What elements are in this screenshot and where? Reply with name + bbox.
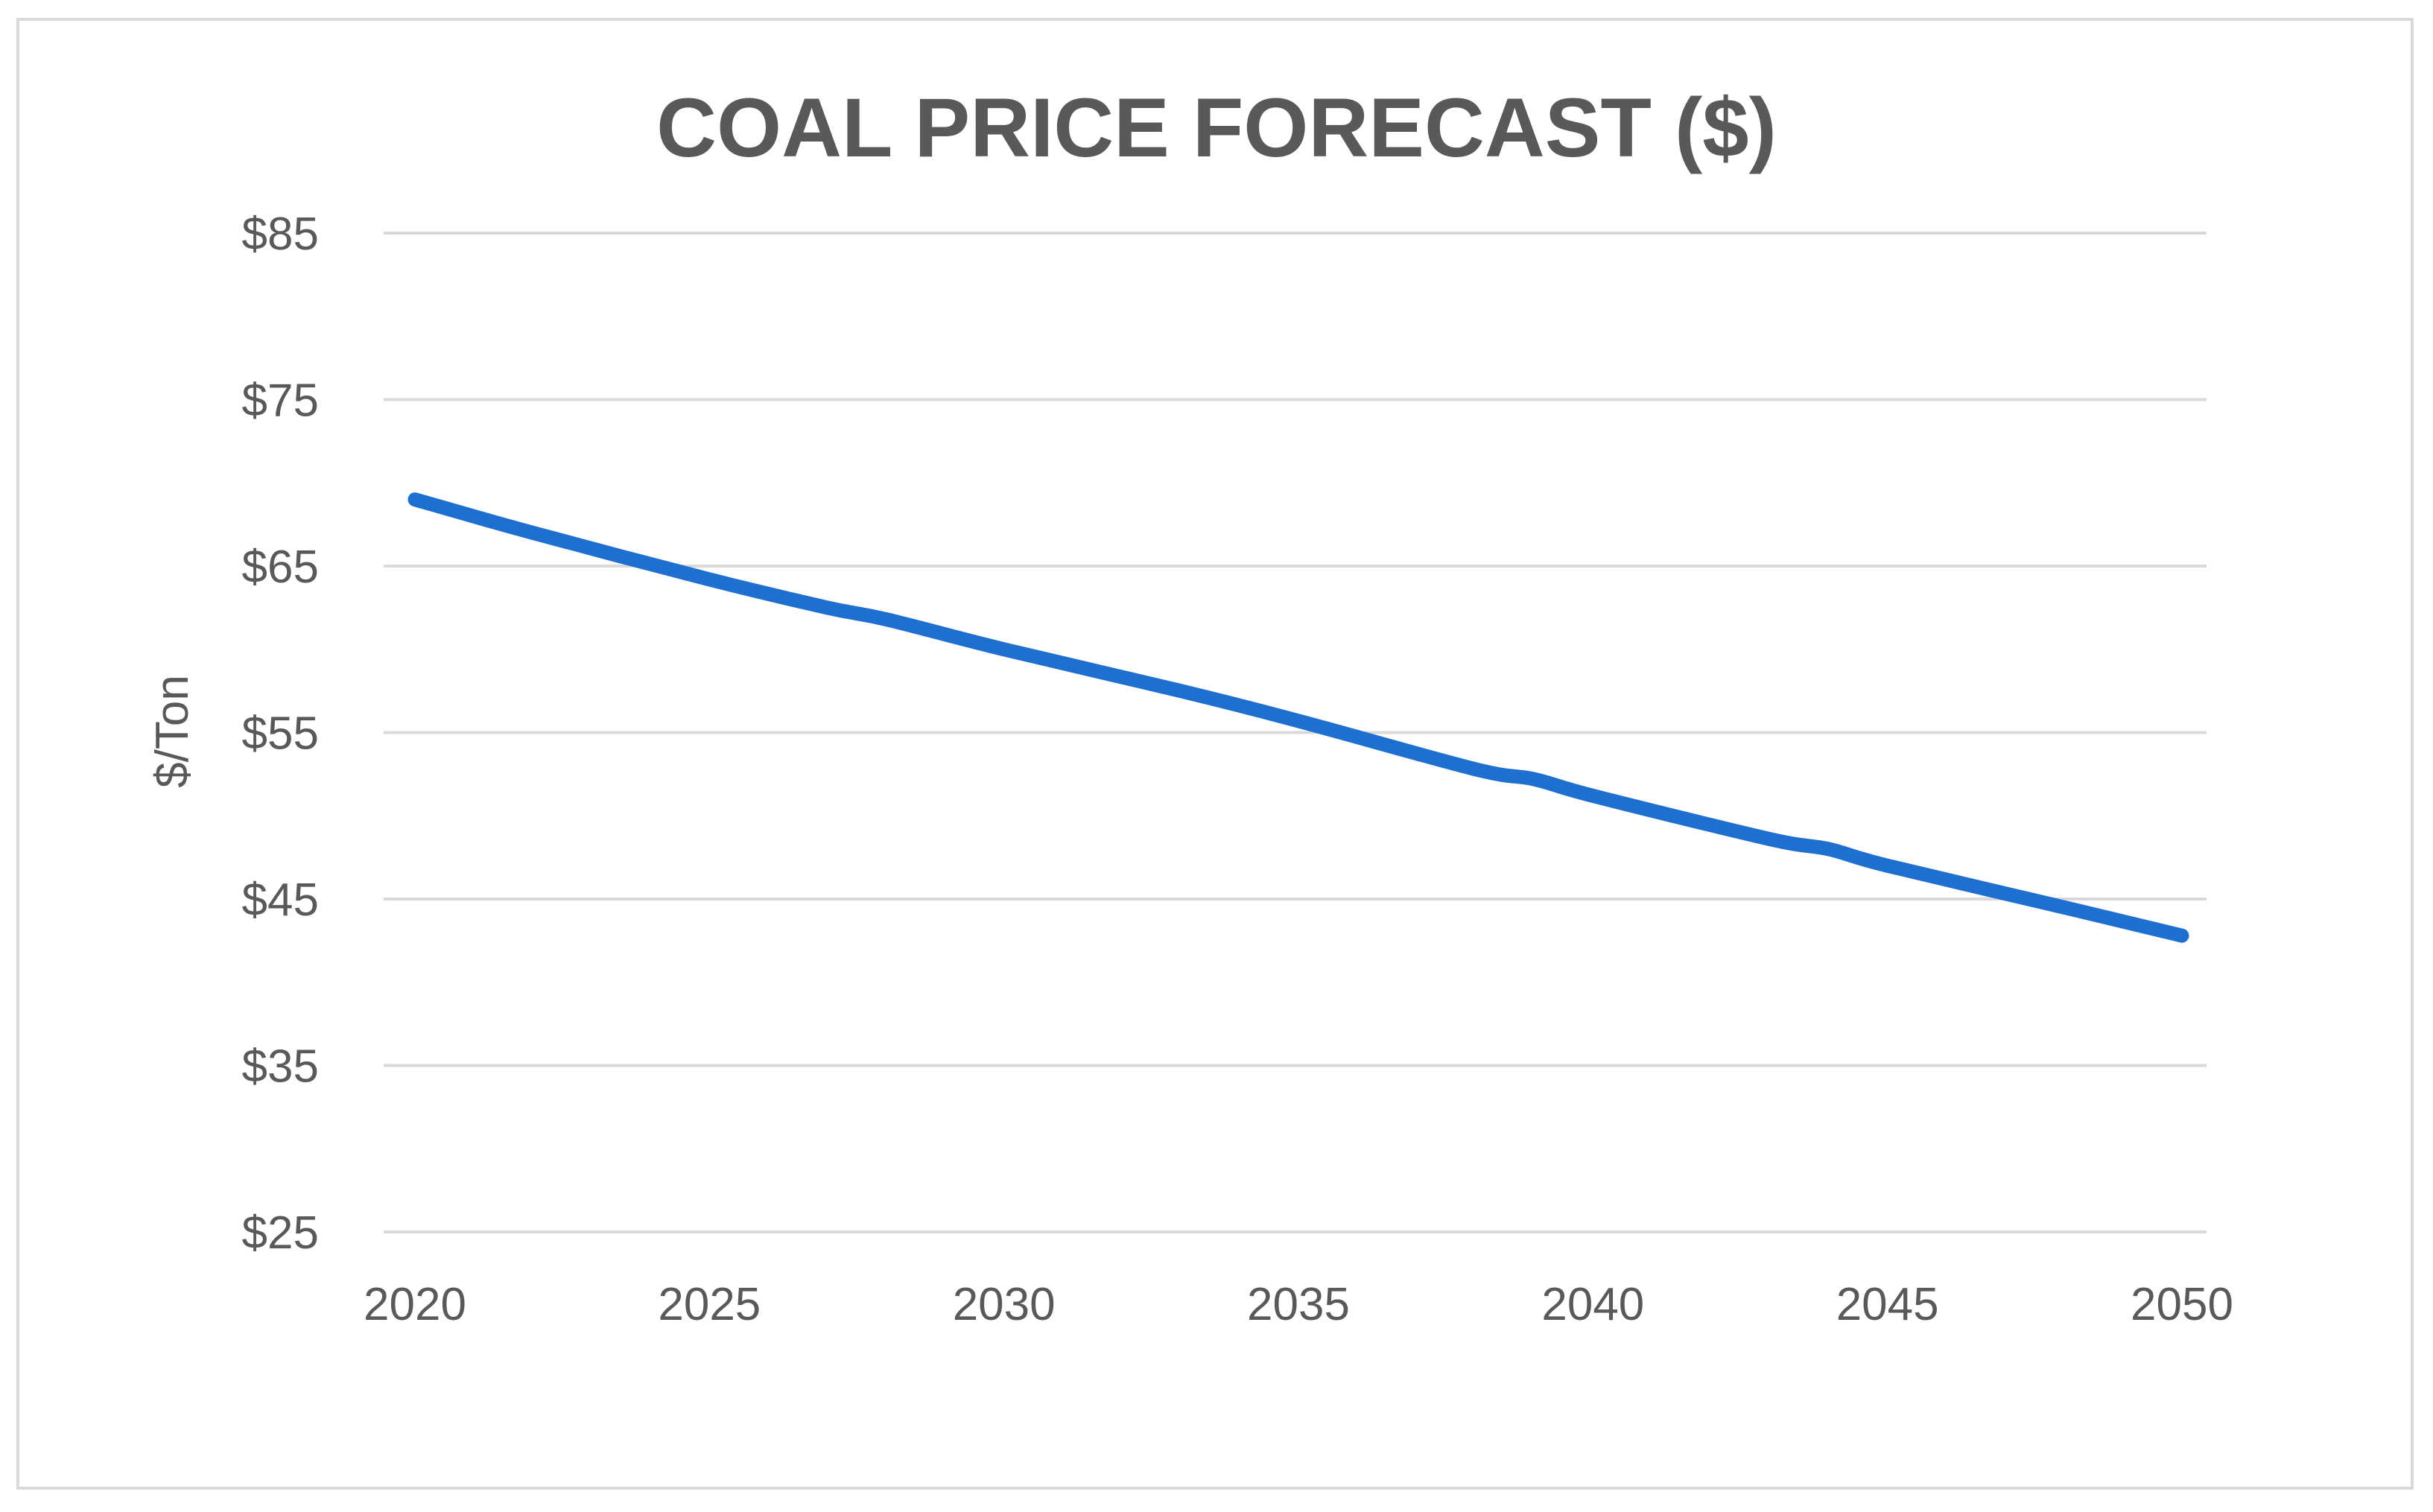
x-tick-label: 2030 <box>953 1279 1056 1330</box>
x-tick-label: 2050 <box>2131 1279 2233 1330</box>
chart-frame <box>16 18 2414 1490</box>
y-tick-label: $75 <box>242 375 319 427</box>
x-tick-label: 2020 <box>364 1279 466 1330</box>
y-tick-label: $65 <box>242 541 319 593</box>
x-axis-ticks: 2020 2025 2030 2035 2040 2045 2050 <box>364 1279 2233 1330</box>
x-tick-label: 2040 <box>1541 1279 1644 1330</box>
chart-title: COAL PRICE FORECAST ($) <box>656 81 1777 174</box>
y-tick-label: $55 <box>242 708 319 760</box>
x-tick-label: 2025 <box>658 1279 761 1330</box>
y-tick-label: $45 <box>242 874 319 926</box>
series-layer <box>407 492 2189 943</box>
y-tick-label: $85 <box>242 209 319 260</box>
y-axis-ticks: $85 $75 $65 $55 $45 $35 $25 <box>242 209 319 1259</box>
x-tick-label: 2035 <box>1247 1279 1350 1330</box>
grid-lines <box>384 232 2207 1233</box>
y-axis-label: $/Ton <box>147 675 198 788</box>
x-tick-label: 2045 <box>1836 1279 1939 1330</box>
y-tick-label: $35 <box>242 1041 319 1093</box>
y-tick-label: $25 <box>242 1207 319 1259</box>
series-line-coal-price <box>407 492 2189 943</box>
